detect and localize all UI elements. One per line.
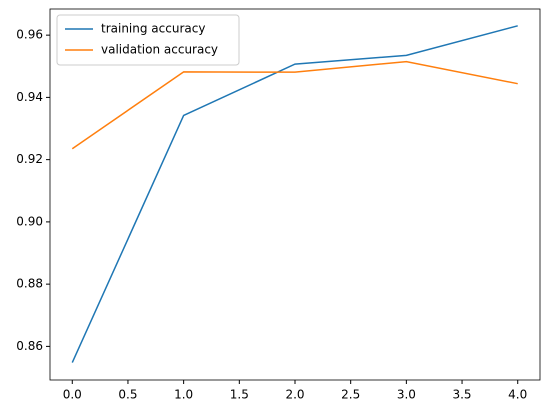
legend-label: validation accuracy <box>101 43 218 57</box>
legend-label: training accuracy <box>101 22 205 36</box>
x-tick-label: 1.0 <box>174 388 193 402</box>
x-tick-label: 1.5 <box>230 388 249 402</box>
x-tick-label: 3.0 <box>397 388 416 402</box>
x-tick-label: 2.0 <box>285 388 304 402</box>
x-tick-label: 2.5 <box>341 388 360 402</box>
y-tick-label: 0.94 <box>16 90 43 104</box>
x-tick-label: 0.0 <box>63 388 82 402</box>
legend-box <box>56 14 240 66</box>
y-tick-label: 0.88 <box>16 277 43 291</box>
y-tick-label: 0.96 <box>16 28 43 42</box>
x-tick-label: 3.5 <box>452 388 471 402</box>
x-tick-label: 4.0 <box>508 388 527 402</box>
y-tick-label: 0.92 <box>16 152 43 166</box>
y-tick-label: 0.86 <box>16 339 43 353</box>
line <box>71 25 518 363</box>
plot-frame <box>49 8 541 381</box>
line <box>71 60 518 150</box>
y-tick-label: 0.90 <box>16 214 43 228</box>
x-tick-label: 0.5 <box>118 388 137 402</box>
